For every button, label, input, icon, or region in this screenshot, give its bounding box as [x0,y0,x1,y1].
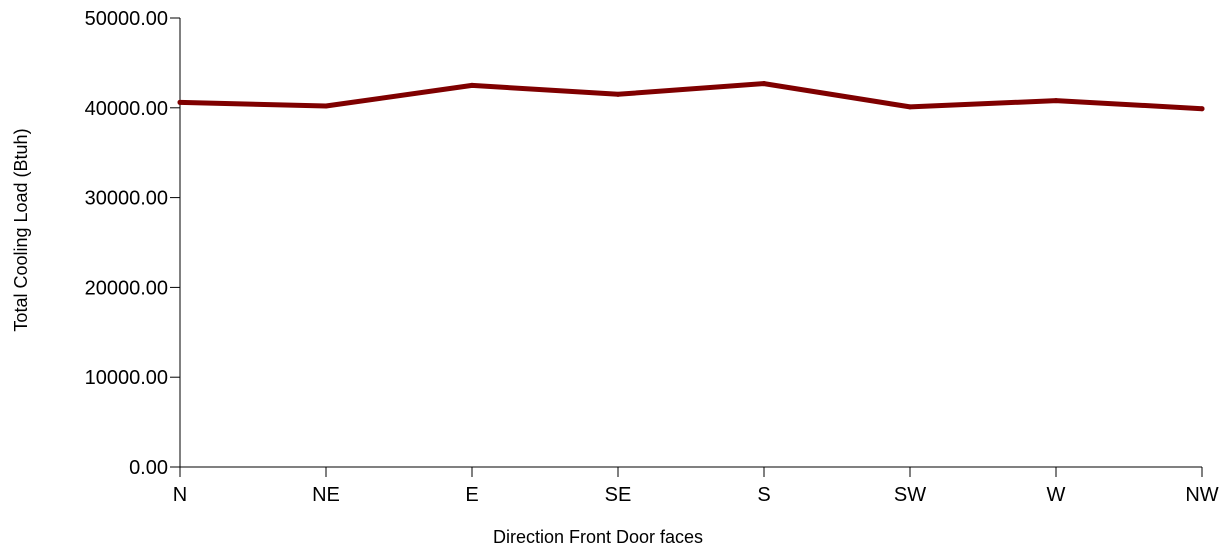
x-tick-label: SE [605,484,632,506]
x-axis-ticks: N NE E SE S SW W NW [173,467,1219,506]
data-point [615,91,621,97]
y-axis-label: Total Cooling Load (Btuh) [11,128,31,331]
series-line [177,81,1205,112]
data-point [1199,106,1205,112]
data-point [1053,98,1059,104]
y-tick-label: 0.00 [129,457,168,479]
data-point [323,103,329,109]
y-tick-label: 10000.00 [85,367,168,389]
y-tick-label: 40000.00 [85,98,168,120]
y-tick-label: 50000.00 [85,8,168,30]
x-axis-label: Direction Front Door faces [493,527,703,547]
x-tick-label: S [757,484,770,506]
x-tick-label: NW [1185,484,1218,506]
x-tick-label: W [1047,484,1066,506]
y-tick-label: 20000.00 [85,277,168,299]
series-group [177,81,1205,112]
x-tick-label: NE [312,484,340,506]
y-tick-label: 30000.00 [85,188,168,210]
x-tick-label: SW [894,484,926,506]
data-point [907,104,913,110]
x-tick-label: E [465,484,478,506]
data-point [761,81,767,87]
data-point [177,99,183,105]
data-point [469,82,475,88]
x-tick-label: N [173,484,187,506]
y-axis-ticks: 0.00 10000.00 20000.00 30000.00 40000.00 5000… [85,8,180,479]
